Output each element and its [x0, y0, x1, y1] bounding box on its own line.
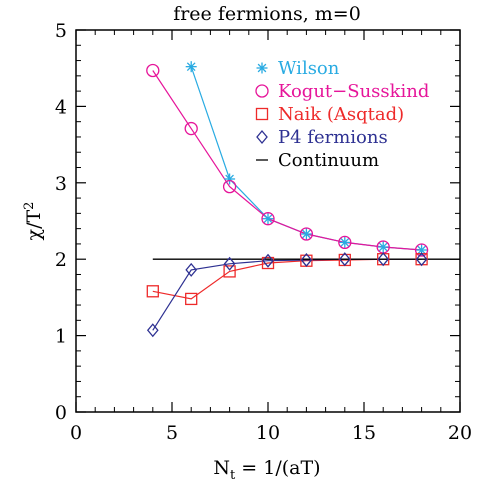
x-tick-label: 0: [70, 422, 82, 444]
x-axis-label: Nt = 1/(aT): [213, 457, 320, 483]
data-point-wilson: [300, 228, 312, 240]
data-point-kogut-susskind: [184, 121, 198, 136]
data-point-kogut-susskind: [414, 243, 429, 257]
data-point-p4-fermions: [262, 253, 274, 268]
data-point-p4-fermions: [185, 262, 198, 277]
data-point-wilson: [416, 244, 428, 256]
x-tick-label: 20: [448, 422, 472, 444]
legend-symbol-p4-fermions: [256, 129, 268, 145]
y-tick-label: 4: [55, 96, 67, 118]
axis-ticks: [75, 29, 461, 413]
svg-text:Nt = 1/(aT): Nt = 1/(aT): [213, 457, 320, 483]
data-point-wilson: [377, 241, 389, 253]
legend-label-continuum: Continuum: [278, 150, 379, 171]
series-line-p4-fermions: [152, 258, 422, 331]
y-tick-labels: 0 1 2 3 4 5: [55, 20, 67, 424]
plot-markers: [146, 61, 429, 338]
y-tick-label: 0: [55, 402, 67, 424]
x-tick-label: 5: [166, 422, 178, 444]
legend-symbol-naik-asqtad: [255, 107, 269, 121]
y-tick-label: 5: [55, 20, 67, 42]
y-tick-label: 1: [55, 326, 67, 348]
data-point-wilson: [339, 236, 351, 248]
x-tick-labels: 0 5 10 15 20: [70, 422, 472, 444]
data-point-wilson: [185, 61, 197, 73]
svg-text:χ/T2: χ/T2: [22, 202, 45, 241]
data-point-kogut-susskind: [222, 179, 237, 194]
chart-title: free fermions, m=0: [173, 3, 361, 25]
data-point-p4-fermions: [223, 256, 236, 271]
x-tick-label: 10: [256, 422, 280, 444]
data-point-wilson: [262, 213, 274, 225]
data-point-p4-fermions: [338, 252, 351, 267]
data-point-naik-asqtad: [146, 285, 159, 298]
y-tick-label: 3: [55, 173, 67, 195]
legend-label-kogut-susskind: Kogut−Susskind: [278, 81, 429, 102]
data-point-p4-fermions: [300, 252, 313, 267]
data-point-kogut-susskind: [146, 63, 160, 78]
data-point-naik-asqtad: [223, 265, 236, 278]
y-tick-label: 2: [55, 249, 67, 271]
data-point-naik-asqtad: [261, 256, 275, 270]
legend-symbol-wilson: [256, 62, 268, 74]
data-point-naik-asqtad: [185, 292, 198, 306]
legend-label-naik-asqtad: Naik (Asqtad): [278, 104, 404, 125]
y-axis-label: χ/T2: [22, 202, 45, 241]
data-point-kogut-susskind: [299, 227, 314, 241]
data-point-p4-fermions: [377, 252, 390, 267]
data-point-p4-fermions: [415, 252, 428, 267]
x-tick-label: 15: [352, 422, 376, 444]
data-point-p4-fermions: [146, 323, 159, 338]
legend-symbol-kogut-susskind: [255, 84, 269, 98]
legend-label-wilson: Wilson: [278, 58, 340, 79]
data-point-kogut-susskind: [338, 235, 352, 250]
legend-label-p4-fermions: P4 fermions: [278, 127, 388, 148]
data-point-kogut-susskind: [261, 212, 275, 226]
